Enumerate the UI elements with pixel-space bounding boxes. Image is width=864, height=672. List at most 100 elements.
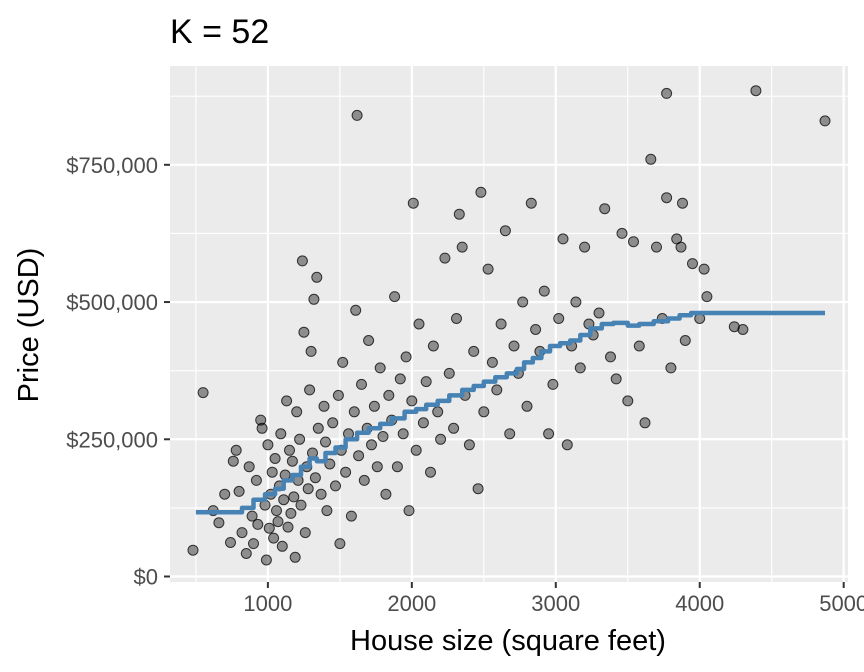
data-point xyxy=(406,395,418,407)
data-point xyxy=(334,538,346,550)
data-point xyxy=(243,461,255,473)
data-point xyxy=(256,422,268,434)
data-point xyxy=(599,203,611,215)
data-point xyxy=(291,406,303,418)
data-point xyxy=(628,236,639,248)
data-point xyxy=(296,255,308,267)
data-point xyxy=(266,466,278,478)
data-point xyxy=(538,285,550,297)
data-point xyxy=(230,444,242,456)
data-point xyxy=(288,491,300,503)
knn-fit-line xyxy=(195,310,825,515)
data-point xyxy=(698,263,710,275)
data-point xyxy=(737,324,749,335)
data-point xyxy=(321,505,333,517)
data-point xyxy=(330,480,341,492)
data-point xyxy=(504,428,516,440)
data-point xyxy=(425,466,436,478)
data-point xyxy=(240,548,252,559)
data-point xyxy=(269,453,281,464)
data-point xyxy=(478,406,490,418)
data-point xyxy=(363,335,375,346)
data-point xyxy=(432,406,444,418)
data-point xyxy=(439,252,451,264)
data-point xyxy=(389,291,401,303)
fit-line-layer xyxy=(195,310,825,515)
data-point xyxy=(561,439,573,451)
chart-title: K = 52 xyxy=(170,13,269,51)
data-point xyxy=(276,540,288,552)
data-point xyxy=(197,387,209,399)
axes: 1000 2000 3000 4000 5000 $0 $250,000 $500,000 $7… xyxy=(66,153,864,616)
y-axis-title: Price (USD) xyxy=(13,248,45,403)
x-tick-label: 3000 xyxy=(531,591,580,616)
data-point xyxy=(677,197,688,209)
data-point xyxy=(225,537,236,548)
data-point xyxy=(271,505,282,517)
data-point xyxy=(350,304,362,316)
data-point xyxy=(260,554,272,566)
y-tick-label: $250,000 xyxy=(66,427,158,452)
data-point xyxy=(525,197,537,209)
data-point xyxy=(665,362,677,374)
data-point xyxy=(371,461,383,473)
data-point xyxy=(246,510,258,522)
data-point xyxy=(400,351,412,363)
data-point xyxy=(557,233,569,245)
data-point xyxy=(356,378,367,390)
data-point xyxy=(579,241,591,253)
data-point xyxy=(472,483,484,495)
data-point xyxy=(819,115,831,127)
data-point xyxy=(358,474,370,486)
data-point xyxy=(508,340,520,352)
data-point xyxy=(570,296,582,308)
data-point xyxy=(236,527,248,539)
x-tick-label: 1000 xyxy=(243,591,292,616)
data-point xyxy=(304,384,316,396)
data-point xyxy=(420,376,432,388)
data-point xyxy=(368,400,380,412)
data-point xyxy=(383,389,395,401)
data-point xyxy=(308,293,320,305)
data-point xyxy=(285,507,297,519)
data-point xyxy=(377,431,389,442)
data-point xyxy=(427,340,439,352)
data-point xyxy=(312,422,324,434)
x-tick-label: 2000 xyxy=(387,591,436,616)
data-point xyxy=(651,241,662,253)
data-point xyxy=(633,340,645,352)
x-tick-label: 5000 xyxy=(819,591,864,616)
data-point xyxy=(463,439,475,451)
data-point xyxy=(289,551,301,563)
data-point xyxy=(187,544,199,556)
data-point xyxy=(233,485,245,497)
data-point xyxy=(410,444,422,456)
data-point xyxy=(345,510,357,522)
data-point xyxy=(250,474,262,486)
data-point xyxy=(639,417,651,429)
data-point xyxy=(491,384,503,396)
data-point xyxy=(482,263,494,275)
x-axis-title: House size (square feet) xyxy=(350,625,666,657)
data-point xyxy=(295,499,307,511)
data-point xyxy=(219,488,231,500)
data-point xyxy=(263,522,275,534)
data-point xyxy=(255,414,267,426)
data-point xyxy=(299,527,311,539)
data-point xyxy=(213,517,225,529)
data-point xyxy=(622,395,634,407)
data-point xyxy=(553,313,565,324)
plot-panel xyxy=(170,66,848,582)
data-point xyxy=(374,362,386,374)
data-point xyxy=(286,455,298,467)
data-point xyxy=(394,373,406,385)
data-point xyxy=(298,326,310,338)
data-point xyxy=(275,428,287,440)
data-point xyxy=(320,436,331,448)
data-point xyxy=(284,444,295,456)
data-point xyxy=(397,428,409,440)
data-point xyxy=(605,351,616,363)
data-point xyxy=(456,241,468,253)
data-point xyxy=(443,367,455,379)
